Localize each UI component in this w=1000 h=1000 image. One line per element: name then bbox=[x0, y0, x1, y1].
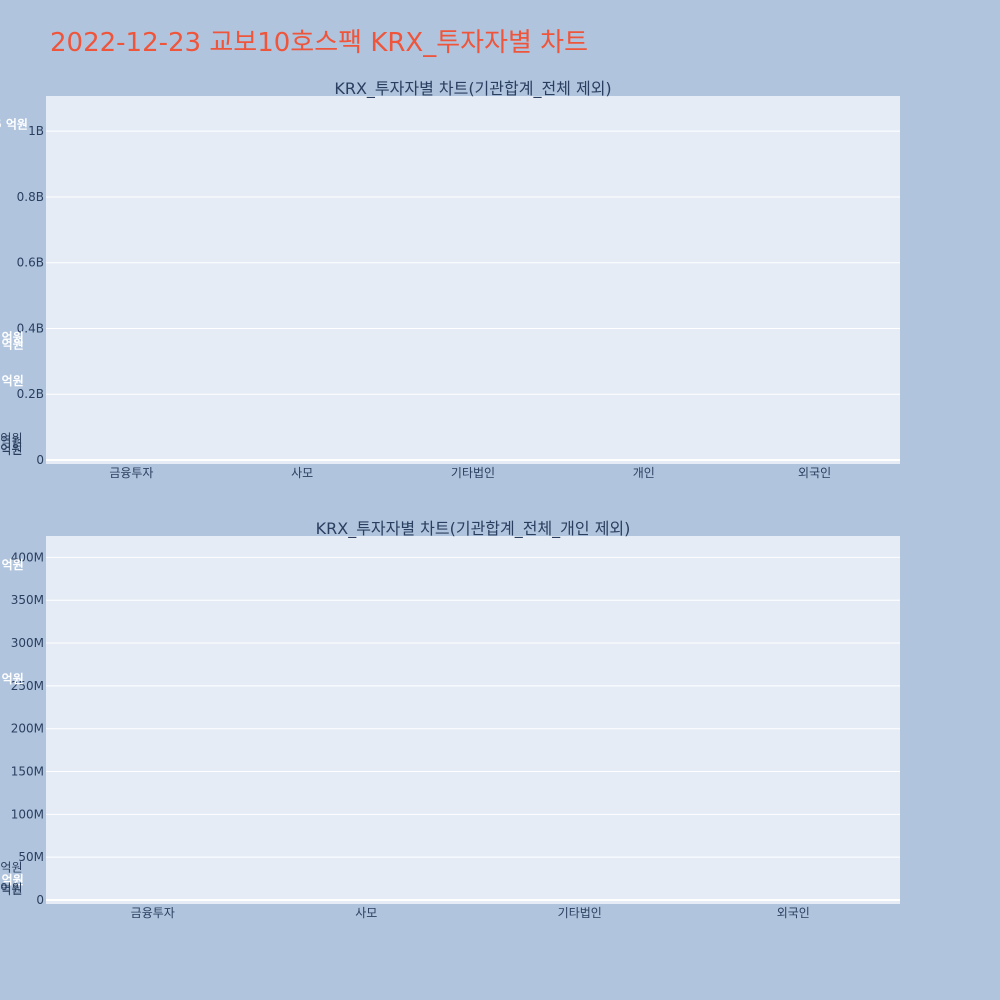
y-tick-label: 100M bbox=[11, 807, 44, 821]
data-label: 0.4 억원 bbox=[0, 873, 24, 887]
plot-area bbox=[46, 96, 900, 464]
x-tick-label: 사모 bbox=[291, 466, 313, 480]
data-label: 0.0 억원 bbox=[0, 881, 22, 895]
data-label: 0.3 억원 bbox=[0, 861, 22, 875]
y-tick-label: 250M bbox=[11, 679, 44, 693]
x-tick-label: 외국인 bbox=[798, 466, 831, 480]
data-label: 2.7 억원 bbox=[0, 374, 24, 388]
y-tick-label: 0.4B bbox=[17, 321, 44, 335]
x-tick-label: 사모 bbox=[355, 906, 377, 920]
data-label: 3.8 억원 bbox=[0, 338, 24, 352]
y-tick-label: 0 bbox=[36, 893, 44, 907]
data-label: 0.4 억원 bbox=[0, 431, 22, 445]
data-label: 0.0 억원 bbox=[0, 442, 22, 456]
plot-area bbox=[46, 536, 900, 904]
x-tick-label: 개인 bbox=[633, 466, 655, 480]
y-tick-label: 50M bbox=[18, 850, 44, 864]
y-tick-label: 0.2B bbox=[17, 387, 44, 401]
data-label: 0.0 억원 bbox=[0, 883, 22, 897]
data-label: 10.5 억원 bbox=[0, 118, 28, 132]
data-label: 4.0 억원 bbox=[0, 330, 24, 344]
y-tick-label: 0.6B bbox=[17, 256, 44, 270]
y-tick-label: 350M bbox=[11, 593, 44, 607]
x-tick-label: 외국인 bbox=[777, 906, 810, 920]
page-title: 2022-12-23 교보10호스팩 KRX_투자자별 차트 bbox=[50, 28, 589, 58]
y-tick-label: 400M bbox=[11, 550, 44, 564]
x-tick-label: 금융투자 bbox=[109, 466, 153, 480]
data-label: 0.0 억원 bbox=[0, 443, 22, 457]
data-label: 4.0 억원 bbox=[0, 558, 24, 572]
x-tick-label: 기타법인 bbox=[558, 906, 602, 920]
data-label: 2.7 억원 bbox=[0, 672, 24, 686]
y-tick-label: 0.8B bbox=[17, 190, 44, 204]
x-tick-label: 기타법인 bbox=[451, 466, 495, 480]
investor-chart-all: 0 0.2B 0.4B 0.6B 0.8B 1B KRX_투자자별 차트(기관합계_전체 제… bbox=[0, 79, 900, 480]
y-tick-label: 300M bbox=[11, 636, 44, 650]
y-tick-label: 1B bbox=[28, 124, 44, 138]
data-label: 0.3 억원 bbox=[0, 434, 22, 448]
x-tick-label: 금융투자 bbox=[131, 906, 175, 920]
y-tick-label: 200M bbox=[11, 722, 44, 736]
y-tick-label: 0 bbox=[36, 453, 44, 467]
chart-title: KRX_투자자별 차트(기관합계_전체_개인 제외) bbox=[316, 519, 631, 539]
chart-title: KRX_투자자별 차트(기관합계_전체 제외) bbox=[334, 79, 611, 99]
y-tick-label: 150M bbox=[11, 765, 44, 779]
